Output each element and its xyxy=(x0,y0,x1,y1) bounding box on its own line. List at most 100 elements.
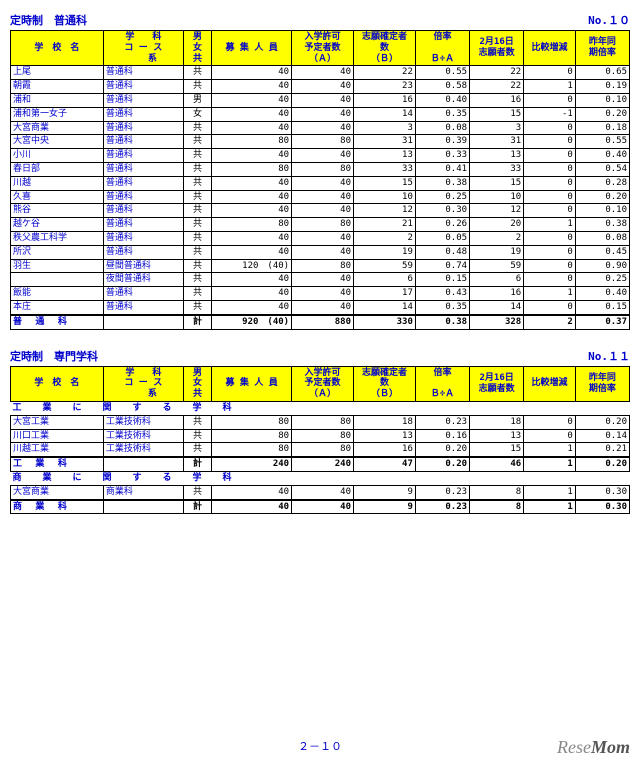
value-cell: 0.20 xyxy=(575,107,629,121)
sex: 共 xyxy=(183,190,211,204)
value-cell: 15 xyxy=(470,107,524,121)
school-name: 浦和 xyxy=(11,93,104,107)
value-cell: 80 xyxy=(212,162,292,176)
value-cell: 0.20 xyxy=(415,457,469,471)
course-name: 普通科 xyxy=(103,149,183,163)
col-header: 学 科コ ー ス 系 xyxy=(103,366,183,401)
value-cell: 0.35 xyxy=(415,107,469,121)
course-name: 普通科 xyxy=(103,80,183,94)
table-general: 学 校 名学 科コ ー ス 系男女共募 集 人 員入学許可予定者数（Ａ）志願確定… xyxy=(10,30,630,330)
value-cell: 16 xyxy=(470,287,524,301)
course-name: 夜間普通科 xyxy=(103,273,183,287)
value-cell: 16 xyxy=(470,93,524,107)
course-name xyxy=(103,457,183,471)
value-cell: 40 xyxy=(212,66,292,80)
school-name: 秩父農工科学 xyxy=(11,231,104,245)
value-cell: 0.30 xyxy=(575,485,629,499)
total-row: 普 通 科計920 (40)8803300.3832820.37 xyxy=(11,315,630,329)
value-cell: 0 xyxy=(524,429,576,443)
value-cell: 13 xyxy=(470,429,524,443)
course-name: 工業技術科 xyxy=(103,415,183,429)
col-header: 比較増減 xyxy=(524,366,576,401)
value-cell: 0.26 xyxy=(415,218,469,232)
value-cell: 23 xyxy=(354,80,416,94)
table-row: 浦和第一女子普通科女4040140.3515-10.20 xyxy=(11,107,630,121)
value-cell: 16 xyxy=(354,443,416,457)
value-cell: 0 xyxy=(524,273,576,287)
col-header: 男女共 xyxy=(183,366,211,401)
value-cell: 1 xyxy=(524,457,576,471)
value-cell: 13 xyxy=(470,149,524,163)
school-name: 大宮商業 xyxy=(11,485,104,499)
col-header: 志願確定者数（Ｂ） xyxy=(354,366,416,401)
school-name: 大宮商業 xyxy=(11,121,104,135)
col-header: 昨年同期倍率 xyxy=(575,31,629,66)
value-cell: 40 xyxy=(292,287,354,301)
total-row: 工 業 科計240240470.204610.20 xyxy=(11,457,630,471)
value-cell: 22 xyxy=(470,80,524,94)
value-cell: 12 xyxy=(470,204,524,218)
course-name: 普通科 xyxy=(103,245,183,259)
value-cell: 14 xyxy=(354,107,416,121)
value-cell: 18 xyxy=(470,415,524,429)
value-cell: 0.23 xyxy=(415,500,469,514)
value-cell: 0.05 xyxy=(415,231,469,245)
school-name: 大宮中央 xyxy=(11,135,104,149)
table-row: 所沢普通科共4040190.481900.45 xyxy=(11,245,630,259)
sex: 共 xyxy=(183,66,211,80)
value-cell: 40 xyxy=(292,107,354,121)
value-cell: 80 xyxy=(292,415,354,429)
value-cell: 920 (40) xyxy=(212,315,292,329)
value-cell: 40 xyxy=(292,176,354,190)
value-cell: 0.25 xyxy=(575,273,629,287)
value-cell: 33 xyxy=(354,162,416,176)
group-banner: 工 業 に 関 す る 学 科 xyxy=(11,401,630,415)
course-name: 普通科 xyxy=(103,300,183,314)
table-specialized: 学 校 名学 科コ ー ス 系男女共募 集 人 員入学許可予定者数（Ａ）志願確定… xyxy=(10,366,630,515)
sex: 共 xyxy=(183,135,211,149)
sex: 共 xyxy=(183,121,211,135)
col-header: 2月16日志願者数 xyxy=(470,31,524,66)
value-cell: 8 xyxy=(470,485,524,499)
value-cell: 0.21 xyxy=(575,443,629,457)
sex: 共 xyxy=(183,443,211,457)
value-cell: 0.39 xyxy=(415,135,469,149)
sex: 共 xyxy=(183,429,211,443)
value-cell: 0 xyxy=(524,135,576,149)
brand-logo: ReseMom xyxy=(557,737,630,758)
col-header: 比較増減 xyxy=(524,31,576,66)
school-name: 本庄 xyxy=(11,300,104,314)
value-cell: 0 xyxy=(524,231,576,245)
value-cell: 40 xyxy=(292,273,354,287)
value-cell: 46 xyxy=(470,457,524,471)
section-header-1: 定時制 普通科 No.１０ xyxy=(10,12,630,28)
sex: 計 xyxy=(183,315,211,329)
value-cell: 40 xyxy=(292,500,354,514)
table-row: 川越工業工業技術科共8080160.201510.21 xyxy=(11,443,630,457)
value-cell: 80 xyxy=(292,218,354,232)
value-cell: 0.65 xyxy=(575,66,629,80)
school-name: 浦和第一女子 xyxy=(11,107,104,121)
value-cell: 19 xyxy=(470,245,524,259)
value-cell: 40 xyxy=(292,121,354,135)
value-cell: 40 xyxy=(292,80,354,94)
value-cell: 10 xyxy=(470,190,524,204)
value-cell: 0.15 xyxy=(415,273,469,287)
course-name: 工業技術科 xyxy=(103,443,183,457)
value-cell: 40 xyxy=(292,231,354,245)
value-cell: 0 xyxy=(524,162,576,176)
value-cell: 0.38 xyxy=(575,218,629,232)
value-cell: 0.74 xyxy=(415,259,469,273)
sex: 共 xyxy=(183,218,211,232)
value-cell: 0.58 xyxy=(415,80,469,94)
value-cell: 120 (40) xyxy=(212,259,292,273)
table-row: 川口工業工業技術科共8080130.161300.14 xyxy=(11,429,630,443)
value-cell: 80 xyxy=(212,429,292,443)
table-row: 羽生昼間普通科共120 (40)80590.745900.90 xyxy=(11,259,630,273)
value-cell: 328 xyxy=(470,315,524,329)
sex: 計 xyxy=(183,500,211,514)
value-cell: 40 xyxy=(212,149,292,163)
value-cell: 40 xyxy=(292,485,354,499)
sex: 共 xyxy=(183,287,211,301)
value-cell: 59 xyxy=(470,259,524,273)
